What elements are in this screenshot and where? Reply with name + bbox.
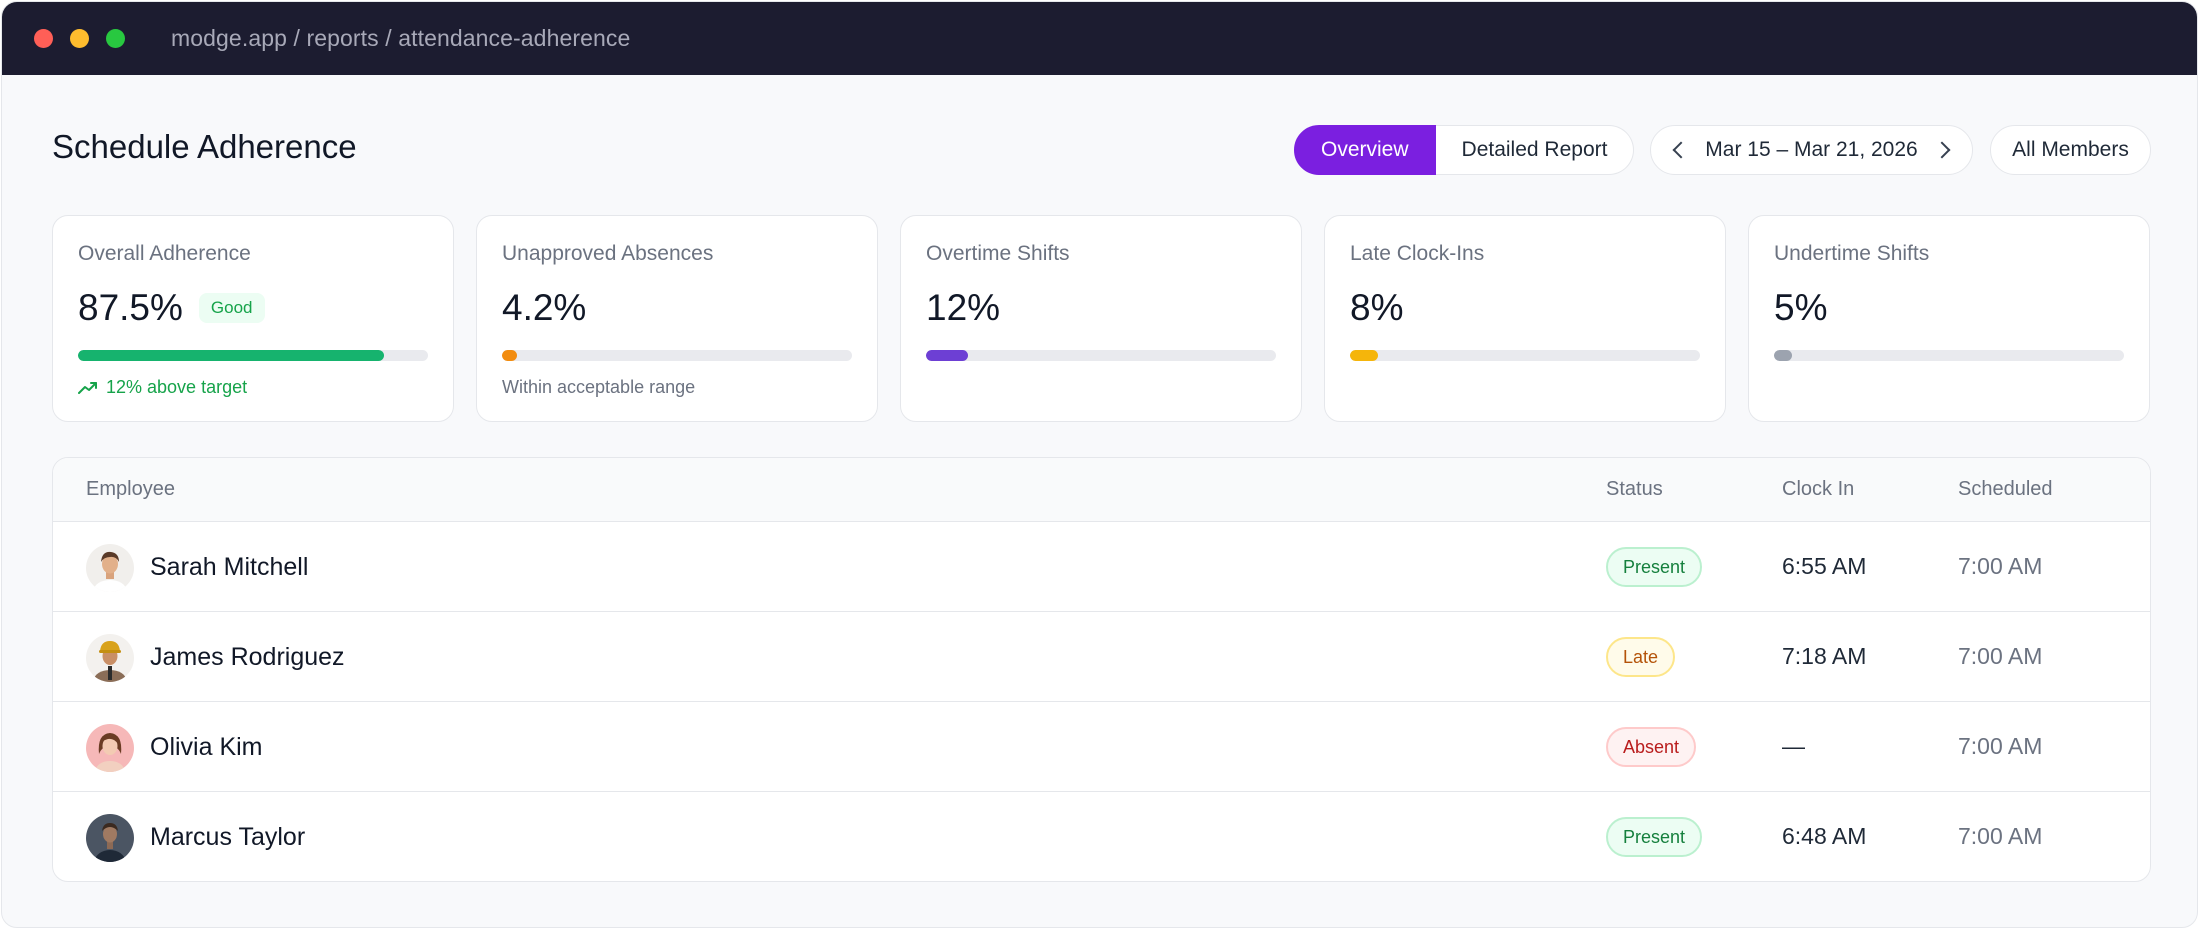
scheduled-time: 7:00 AM bbox=[1958, 553, 2043, 579]
metric-label: Overall Adherence bbox=[78, 242, 251, 265]
close-window-button[interactable] bbox=[34, 29, 53, 48]
status-badge: Present bbox=[1606, 547, 1703, 587]
progress-track bbox=[1350, 350, 1700, 361]
metric-label: Unapproved Absences bbox=[502, 242, 714, 265]
maximize-window-button[interactable] bbox=[106, 29, 125, 48]
progress-fill bbox=[926, 350, 968, 361]
chevron-right-icon[interactable] bbox=[1933, 141, 1951, 159]
status-badge: Present bbox=[1606, 817, 1703, 857]
column-header-status[interactable]: Status bbox=[1606, 478, 1663, 500]
table-header: Employee Status Clock In Scheduled bbox=[53, 458, 2150, 522]
progress-fill bbox=[1350, 350, 1378, 361]
metric-card-late-clock-ins: Late Clock-Ins 8% bbox=[1324, 215, 1726, 422]
minimize-window-button[interactable] bbox=[70, 29, 89, 48]
metric-label: Overtime Shifts bbox=[926, 242, 1070, 265]
employee-name: Marcus Taylor bbox=[150, 823, 306, 851]
metric-label: Undertime Shifts bbox=[1774, 242, 1930, 265]
chevron-left-icon[interactable] bbox=[1672, 141, 1690, 159]
clock-in-time: 6:55 AM bbox=[1782, 553, 1867, 579]
avatar bbox=[86, 724, 134, 772]
scheduled-time: 7:00 AM bbox=[1958, 643, 2043, 669]
date-range-label[interactable]: Mar 15 – Mar 21, 2026 bbox=[1705, 138, 1918, 161]
page-header: Schedule Adherence Overview Detailed Rep… bbox=[2, 75, 2197, 215]
progress-track bbox=[926, 350, 1276, 361]
table-row[interactable]: Sarah Mitchell Present 6:55 AM 7:00 AM bbox=[53, 522, 2150, 612]
metric-card-unapproved-absences: Unapproved Absences 4.2% Within acceptab… bbox=[476, 215, 878, 422]
table-row[interactable]: Olivia Kim Absent — 7:00 AM bbox=[53, 702, 2150, 792]
metric-footer-text: Within acceptable range bbox=[502, 377, 696, 397]
progress-track bbox=[78, 350, 428, 361]
metric-value: 8% bbox=[1350, 287, 1404, 328]
metric-cards: Overall Adherence 87.5% Good 12% above t… bbox=[52, 215, 2151, 422]
clock-in-time: 7:18 AM bbox=[1782, 643, 1867, 669]
tab-detailed-report[interactable]: Detailed Report bbox=[1435, 125, 1635, 175]
members-filter-button[interactable]: All Members bbox=[1990, 125, 2151, 175]
view-tabs: Overview Detailed Report bbox=[1294, 125, 1635, 175]
table-row[interactable]: James Rodriguez Late 7:18 AM 7:00 AM bbox=[53, 612, 2150, 702]
metric-label: Late Clock-Ins bbox=[1350, 242, 1485, 265]
progress-fill bbox=[78, 350, 385, 361]
progress-track bbox=[1774, 350, 2124, 361]
column-header-clock-in[interactable]: Clock In bbox=[1782, 478, 1855, 500]
metric-footer: 12% above target bbox=[78, 377, 428, 398]
avatar bbox=[86, 634, 134, 682]
clock-in-time: — bbox=[1782, 733, 1805, 759]
scheduled-time: 7:00 AM bbox=[1958, 823, 2043, 849]
employee-table: Employee Status Clock In Scheduled Sarah… bbox=[52, 457, 2151, 882]
scheduled-time: 7:00 AM bbox=[1958, 733, 2043, 759]
metric-value: 4.2% bbox=[502, 287, 587, 328]
employee-name: Olivia Kim bbox=[150, 733, 263, 761]
address-url: modge.app / reports / attendance-adheren… bbox=[171, 25, 631, 51]
employee-name: Sarah Mitchell bbox=[150, 553, 309, 581]
avatar bbox=[86, 814, 134, 862]
employee-name: James Rodriguez bbox=[150, 643, 345, 671]
progress-fill bbox=[1774, 350, 1792, 361]
metric-card-overall-adherence: Overall Adherence 87.5% Good 12% above t… bbox=[52, 215, 454, 422]
metric-card-undertime-shifts: Undertime Shifts 5% bbox=[1748, 215, 2150, 422]
date-range-picker: Mar 15 – Mar 21, 2026 bbox=[1650, 125, 1973, 175]
status-badge: Absent bbox=[1606, 727, 1697, 767]
status-badge: Good bbox=[198, 293, 265, 323]
clock-in-time: 6:48 AM bbox=[1782, 823, 1867, 849]
column-header-employee[interactable]: Employee bbox=[86, 478, 175, 500]
column-header-scheduled[interactable]: Scheduled bbox=[1958, 478, 2053, 500]
metric-footer-text: 12% above target bbox=[106, 377, 248, 397]
title-bar: modge.app / reports / attendance-adheren… bbox=[2, 2, 2197, 75]
progress-fill bbox=[502, 350, 517, 361]
metric-card-overtime-shifts: Overtime Shifts 12% bbox=[900, 215, 1302, 422]
status-badge: Late bbox=[1606, 637, 1676, 677]
trending-up-icon bbox=[78, 381, 97, 394]
table-row[interactable]: Marcus Taylor Present 6:48 AM 7:00 AM bbox=[53, 792, 2150, 881]
tab-overview[interactable]: Overview bbox=[1294, 125, 1436, 175]
page-title: Schedule Adherence bbox=[52, 128, 357, 165]
progress-track bbox=[502, 350, 852, 361]
avatar bbox=[86, 544, 134, 592]
metric-value: 5% bbox=[1774, 287, 1828, 328]
metric-value: 87.5% bbox=[78, 287, 183, 328]
metric-value: 12% bbox=[926, 287, 1001, 328]
